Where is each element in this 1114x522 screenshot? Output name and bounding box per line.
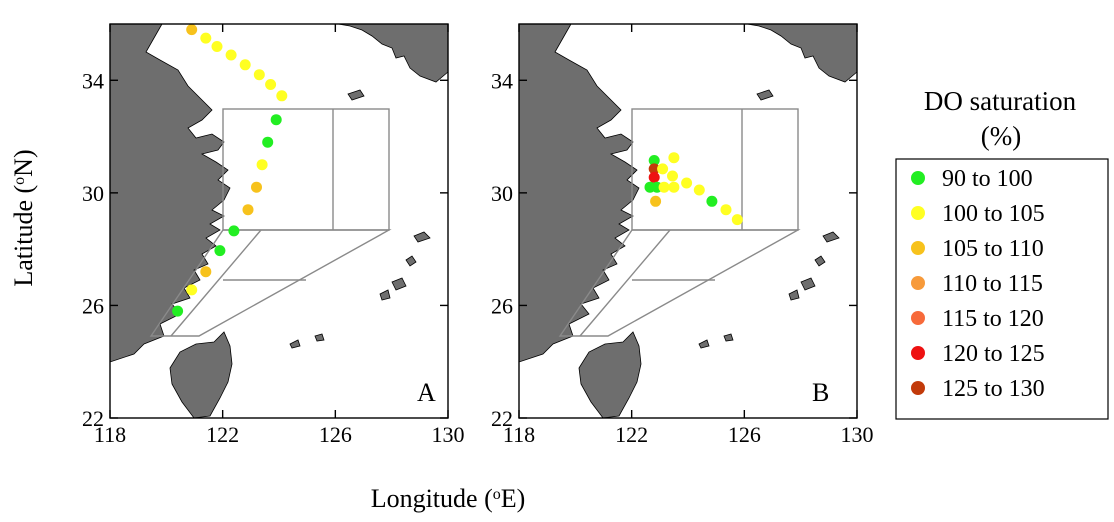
station-point <box>648 171 660 183</box>
station-point <box>668 152 680 164</box>
station-point <box>720 204 732 216</box>
station-point <box>681 177 693 189</box>
x-axis-title: Longitude (oE) <box>371 484 526 513</box>
land-mass-b <box>518 23 858 419</box>
station-point <box>262 136 274 148</box>
legend-label: 105 to 110 <box>942 236 1044 262</box>
axis-ticks-a: 118 122 126 130 22 26 30 34 <box>82 24 465 447</box>
x-tick-label: 118 <box>503 422 535 447</box>
legend-label: 100 to 105 <box>942 201 1045 227</box>
station-point <box>225 49 237 61</box>
station-point <box>253 69 265 81</box>
x-tick-label: 130 <box>841 422 874 447</box>
legend-items: 90 to 100 100 to 105 105 to 110 110 to 115 1… <box>911 166 1045 402</box>
x-tick-label: 126 <box>728 422 761 447</box>
y-tick-label: 22 <box>491 406 513 431</box>
panel-a-frame <box>109 23 449 419</box>
legend-label: 115 to 120 <box>942 306 1044 332</box>
y-axis-title: Latitude (oN) <box>9 149 38 286</box>
x-tick-label: 122 <box>615 422 648 447</box>
y-tick-label: 34 <box>491 68 513 93</box>
panel-b-frame <box>518 23 858 419</box>
station-point <box>214 245 226 257</box>
legend-swatch <box>911 241 925 255</box>
station-point <box>200 266 212 278</box>
x-tick-label: 126 <box>319 422 352 447</box>
station-point <box>251 181 262 193</box>
station-point <box>239 59 251 71</box>
stations-b <box>644 152 743 226</box>
station-point <box>242 204 254 216</box>
legend-box <box>895 158 1109 420</box>
panel-a: A <box>109 23 449 419</box>
legend-label: 110 to 115 <box>942 271 1043 297</box>
y-tick-label: 30 <box>82 181 104 206</box>
station-point <box>228 225 240 237</box>
station-point <box>265 79 277 90</box>
station-point <box>667 170 678 182</box>
legend: DO saturation (%) 90 to 100 100 to 105 105… <box>895 86 1109 420</box>
station-point <box>650 195 662 207</box>
station-point <box>657 163 669 175</box>
station-point <box>693 184 705 196</box>
legend-swatch <box>911 171 925 185</box>
study-regions-b <box>558 108 801 337</box>
y-tick-label: 30 <box>491 181 513 206</box>
y-tick-label: 34 <box>82 68 104 93</box>
x-tick-label: 118 <box>94 422 126 447</box>
y-tick-label: 26 <box>82 293 104 318</box>
legend-title: DO saturation <box>924 86 1077 116</box>
legend-label: 125 to 130 <box>942 376 1045 402</box>
station-point <box>270 114 282 126</box>
legend-label: 90 to 100 <box>942 166 1033 192</box>
station-point <box>172 305 184 317</box>
station-point <box>668 181 680 193</box>
axis-ticks-b: 118 122 126 130 22 26 30 34 <box>491 24 874 447</box>
station-point <box>658 181 670 193</box>
station-point <box>276 90 288 102</box>
panel-label-b: B <box>812 378 829 407</box>
legend-title-unit: (%) <box>981 121 1021 151</box>
legend-swatch <box>911 311 925 325</box>
station-point <box>186 284 198 296</box>
y-tick-label: 22 <box>82 406 104 431</box>
legend-swatch <box>911 276 925 290</box>
legend-swatch <box>911 206 925 220</box>
station-point <box>706 195 718 207</box>
stations-a <box>172 24 288 317</box>
legend-swatch <box>911 381 925 395</box>
study-regions-a <box>149 108 392 337</box>
station-point <box>211 41 223 52</box>
station-point <box>186 24 198 36</box>
legend-label: 120 to 125 <box>942 341 1045 367</box>
station-point <box>648 163 660 175</box>
panel-b: B <box>518 23 858 419</box>
y-tick-label: 26 <box>491 293 513 318</box>
land-mass-a <box>109 23 449 419</box>
panel-label-a: A <box>417 378 436 407</box>
legend-swatch <box>911 346 925 360</box>
station-point <box>256 159 268 171</box>
x-tick-label: 130 <box>432 422 465 447</box>
station-point <box>731 214 743 226</box>
station-point <box>648 155 660 166</box>
x-tick-label: 122 <box>206 422 239 447</box>
station-point <box>200 32 212 44</box>
